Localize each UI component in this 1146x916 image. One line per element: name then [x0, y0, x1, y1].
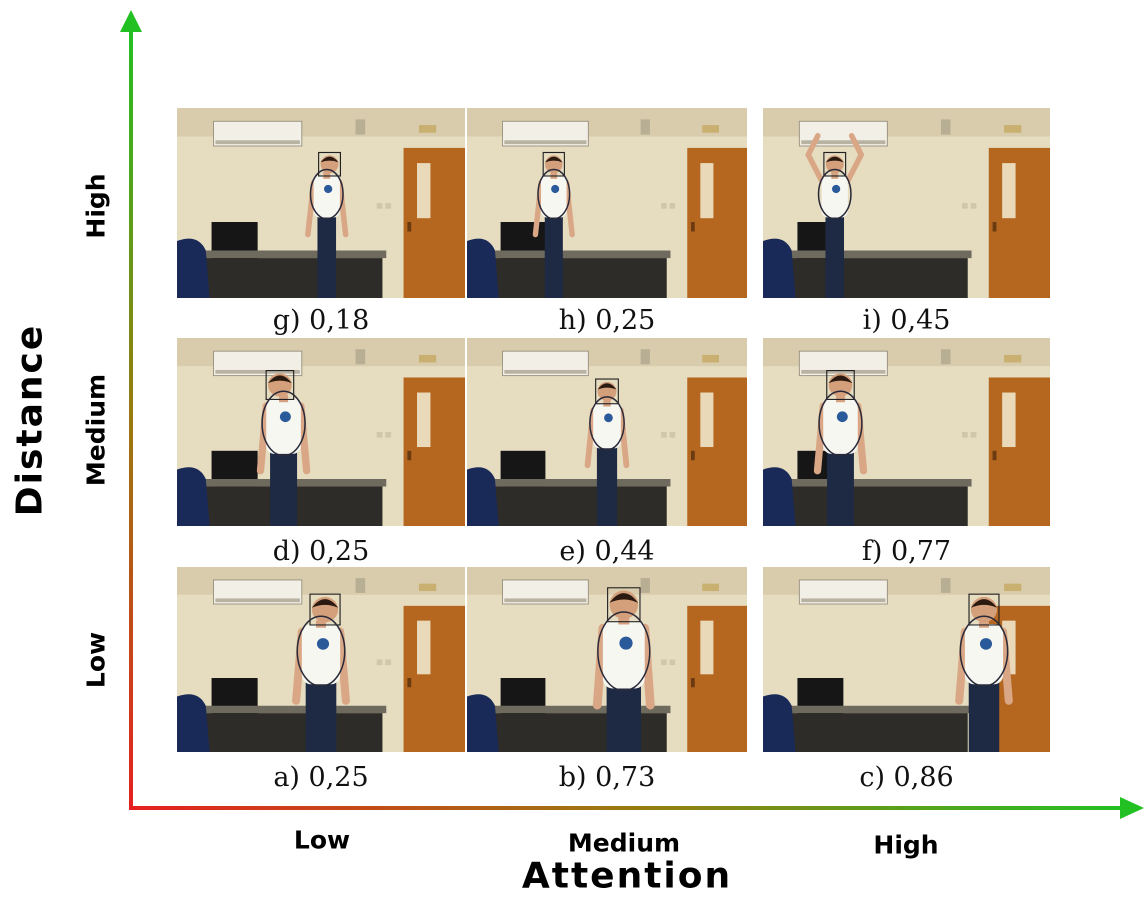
caption-c: c) 0,86	[859, 762, 954, 793]
photo-panel-f	[763, 338, 1050, 526]
photo-panel-i	[763, 108, 1050, 298]
y-axis-title: Distance	[9, 323, 51, 517]
photo-panel-d	[177, 338, 465, 526]
caption-i: i) 0,45	[862, 305, 951, 336]
caption-g: g) 0,18	[272, 305, 370, 336]
caption-f: f) 0,77	[861, 536, 952, 567]
x-axis-line	[129, 806, 1125, 810]
x-axis-title: Attention	[521, 855, 733, 897]
y-level-medium: Medium	[81, 373, 111, 487]
caption-b: b) 0,73	[558, 762, 656, 793]
x-level-medium: Medium	[567, 828, 681, 858]
y-level-low: Low	[81, 631, 111, 689]
caption-d: d) 0,25	[272, 536, 370, 567]
photo-panel-b	[467, 567, 747, 752]
caption-e: e) 0,44	[559, 536, 655, 567]
y-axis-arrowhead	[120, 10, 142, 32]
photo-panel-c	[763, 567, 1050, 752]
photo-panel-a	[177, 567, 465, 752]
x-axis-arrowhead	[1120, 797, 1144, 819]
x-level-low: Low	[293, 825, 351, 855]
y-level-high: High	[81, 173, 111, 239]
photo-panel-g	[177, 108, 465, 298]
x-level-high: High	[873, 830, 939, 860]
photo-panel-h	[467, 108, 747, 298]
photo-panel-e	[467, 338, 747, 526]
y-axis-line	[129, 28, 133, 810]
caption-h: h) 0,25	[558, 305, 656, 336]
caption-a: a) 0,25	[273, 762, 369, 793]
